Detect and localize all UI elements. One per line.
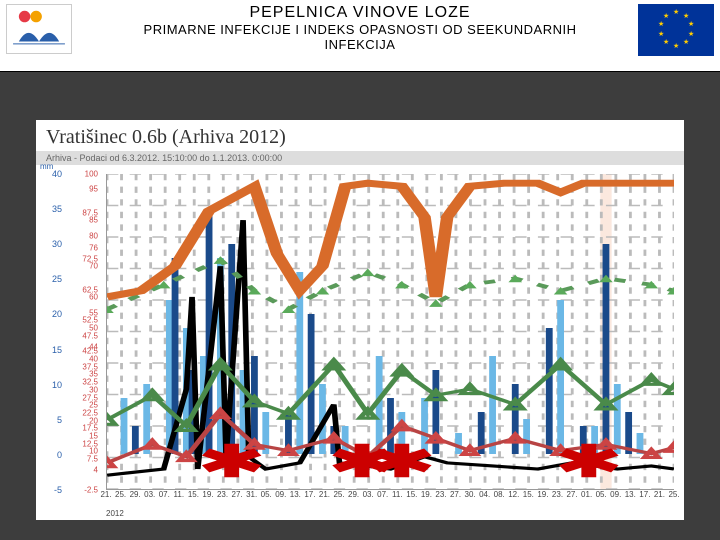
title-line-2: PRIMARNE INFEKCIJE I INDEKS OPASNOSTI OD… xyxy=(0,22,720,37)
svg-text:✱: ✱ xyxy=(198,437,265,486)
partner-logo xyxy=(6,4,72,54)
y-axis-left2: 1009587.585807672.57062.5605552.55047.54… xyxy=(66,174,100,490)
x-axis-labels: 21.25.29.03.07.11.15.19.23.27.31.05.09.1… xyxy=(106,490,674,510)
chart-subtitle: Arhiva - Podaci od 6.3.2012. 15:10:00 do… xyxy=(36,151,684,165)
eu-flag: ★★ ★★ ★★ ★★ ★★ xyxy=(638,4,714,56)
title-line-1: PEPELNICA VINOVE LOZE xyxy=(0,4,720,22)
y-axis-left: 4035302520151050-5 xyxy=(42,174,64,490)
title-line-3: INFEKCIJA xyxy=(0,37,720,52)
plot-area: ✱✱✱✱ xyxy=(106,174,674,490)
slide-header: ★★ ★★ ★★ ★★ ★★ PEPELNICA VINOVE LOZE PRI… xyxy=(0,0,720,72)
title-box: PEPELNICA VINOVE LOZE PRIMARNE INFEKCIJE… xyxy=(0,0,720,52)
svg-text:✱: ✱ xyxy=(369,437,436,486)
chart-panel: Vratišinec 0.6b (Arhiva 2012) Arhiva - P… xyxy=(36,120,684,520)
x-year: 2012 xyxy=(106,509,124,518)
svg-text:✱: ✱ xyxy=(556,437,623,486)
chart-title: Vratišinec 0.6b (Arhiva 2012) xyxy=(36,120,684,151)
